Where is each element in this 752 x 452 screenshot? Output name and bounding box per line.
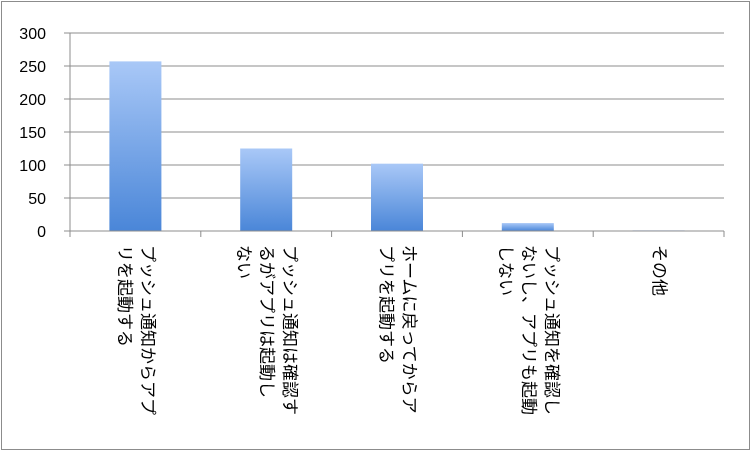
category-label-line: しない	[495, 245, 515, 296]
category-label-line: ない	[233, 245, 253, 279]
category-label-line: プリを起動する	[376, 245, 396, 364]
category-label-line: るがアプリは起動し	[256, 245, 276, 398]
bar	[240, 148, 293, 231]
category-label-line: その他	[649, 245, 669, 296]
category-label-line: プッシュ通知を確認し	[541, 245, 561, 415]
y-tick-label: 300	[19, 26, 46, 43]
y-tick-label: 0	[37, 224, 46, 241]
category-label: その他	[649, 245, 669, 296]
y-tick-label: 200	[19, 92, 46, 109]
bars	[109, 61, 685, 231]
y-axis: 0 50 100 150 200 250 300	[19, 26, 71, 241]
category-label-line: プッシュ通知からアプ	[137, 245, 157, 415]
bar	[501, 223, 554, 231]
y-tick-label: 150	[19, 125, 46, 142]
y-tick-label: 100	[19, 158, 46, 175]
category-label-line: ホームに戻ってからア	[399, 245, 419, 414]
bar	[109, 61, 162, 231]
category-label-line: ないし、アプリも起動	[518, 245, 538, 415]
category-label-line: プッシュ通知は確認す	[279, 245, 299, 415]
y-tick-label: 50	[28, 191, 46, 208]
y-tick-label: 250	[19, 59, 46, 76]
category-label-line: リを起動する	[114, 245, 134, 347]
bar	[371, 163, 423, 231]
